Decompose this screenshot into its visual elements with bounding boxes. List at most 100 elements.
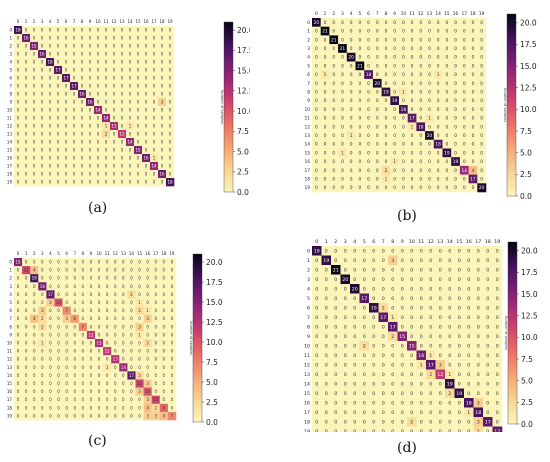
- cell-value-label: 0: [428, 150, 431, 156]
- cell-value-label: 0: [458, 419, 461, 425]
- heatmap-cell: [62, 34, 71, 43]
- cell-value-label: 0: [57, 91, 60, 96]
- cell-value-label: 0: [429, 429, 432, 432]
- heatmap-cell: [159, 363, 169, 372]
- heatmap-cell: [378, 341, 389, 351]
- heatmap-cell: [143, 411, 152, 421]
- cell-value-label: 0: [480, 98, 483, 104]
- cell-value-label: 0: [106, 405, 109, 410]
- heatmap-cell: [103, 330, 112, 340]
- heatmap-cell: [426, 417, 436, 427]
- cell-value-label: 0: [401, 305, 404, 311]
- y-tick-label: 10: [304, 107, 310, 113]
- heatmap-cell: [312, 322, 322, 332]
- heatmap-cell: [103, 387, 112, 396]
- heatmap-cell: [134, 34, 143, 43]
- heatmap-cell: [329, 148, 339, 158]
- cell-value-label: 0: [65, 284, 68, 289]
- heatmap-cell: [86, 355, 96, 364]
- cell-value-label: 0: [382, 353, 385, 359]
- cell-value-label: 0: [315, 391, 318, 397]
- y-tick-label: 17: [304, 410, 310, 416]
- cell-value-label: 0: [353, 429, 356, 432]
- cell-value-label: 0: [344, 324, 347, 330]
- heatmap-cell: [454, 407, 465, 418]
- cell-value-label: 0: [113, 163, 116, 168]
- heatmap-cell: [127, 258, 136, 267]
- heatmap-cell: [54, 170, 63, 179]
- cell-value-label: 0: [41, 259, 44, 264]
- heatmap-cell: [70, 50, 79, 59]
- cell-value-label: 0: [477, 305, 480, 311]
- heatmap-cell: [30, 82, 39, 91]
- cell-value-label: 0: [410, 353, 413, 359]
- cell-value-label: 0: [57, 389, 60, 394]
- heatmap-cell: [54, 355, 63, 364]
- heatmap-cell: [46, 314, 55, 324]
- cell-value-label: 0: [82, 373, 85, 378]
- heatmap-cell: [454, 388, 465, 399]
- cell-value-label: 0: [420, 315, 423, 321]
- heatmap-cell: [483, 369, 493, 380]
- cell-value-label: 1: [467, 410, 470, 416]
- cell-value-label: 0: [129, 163, 132, 168]
- cell-value-label: 0: [161, 51, 164, 56]
- heatmap-cell: [54, 154, 63, 163]
- colorbar: [506, 13, 517, 197]
- cell-value-label: 0: [367, 55, 370, 61]
- cell-value-label: 0: [81, 171, 84, 176]
- cell-value-label: 0: [472, 55, 475, 61]
- heatmap-cell: [150, 58, 159, 67]
- cell-value-label: 0: [106, 357, 109, 362]
- heatmap-cell: [159, 395, 169, 405]
- heatmap-cell: [338, 61, 348, 71]
- cell-value-label: 0: [367, 98, 370, 104]
- cell-value-label: 0: [65, 179, 68, 184]
- cell-value-label: 0: [57, 131, 60, 136]
- cell-value-label: 0: [477, 296, 480, 302]
- heatmap-cell: [483, 293, 493, 304]
- heatmap-cell: [407, 331, 417, 342]
- cell-value-label: 0: [146, 284, 149, 289]
- cell-value-label: 0: [153, 99, 156, 104]
- cell-value-label: 0: [420, 391, 423, 397]
- cell-value-label: 0: [98, 365, 101, 370]
- heatmap-cell: [399, 52, 408, 62]
- heatmap-cell: [158, 82, 167, 91]
- colorbar-tick-label: 5.0: [520, 148, 532, 157]
- heatmap-cell: [110, 106, 119, 115]
- heatmap-cell: [329, 96, 339, 106]
- heatmap-cell: [134, 58, 143, 67]
- heatmap-cell: [62, 314, 71, 324]
- heatmap-cell: [407, 18, 417, 27]
- cell-value-label: 0: [25, 83, 28, 88]
- cell-value-label: 0: [486, 410, 489, 416]
- heatmap-cell: [454, 398, 465, 408]
- heatmap-cell: [158, 162, 167, 171]
- heatmap-cell: [38, 403, 47, 413]
- heatmap-cell: [378, 426, 389, 432]
- heatmap-cell: [464, 322, 474, 332]
- cell-value-label: 0: [146, 276, 149, 281]
- cell-value-label: 0: [350, 150, 353, 156]
- heatmap-cell: [14, 298, 23, 307]
- cell-value-label: 0: [153, 123, 156, 128]
- cell-value-label: 0: [163, 332, 166, 337]
- cell-value-label: 0: [33, 35, 36, 40]
- heatmap-cell: [22, 42, 31, 51]
- heatmap-cell: [62, 379, 71, 388]
- heatmap-cell: [14, 339, 23, 348]
- heatmap-cell: [22, 322, 31, 332]
- cell-value-label: 0: [419, 116, 422, 122]
- cell-value-label: 0: [324, 63, 327, 69]
- cell-value-label: 0: [154, 349, 157, 354]
- cell-value-label: 0: [97, 147, 100, 152]
- cell-value-label: 0: [363, 353, 366, 359]
- cell-value-label: 0: [81, 59, 84, 64]
- cell-value-label: 0: [402, 72, 405, 78]
- cell-value-label: 0: [138, 276, 141, 281]
- heatmap-cell: [22, 282, 31, 291]
- heatmap-cell: [158, 58, 167, 67]
- cell-value-label: 0: [49, 284, 52, 289]
- heatmap-cell: [477, 52, 487, 62]
